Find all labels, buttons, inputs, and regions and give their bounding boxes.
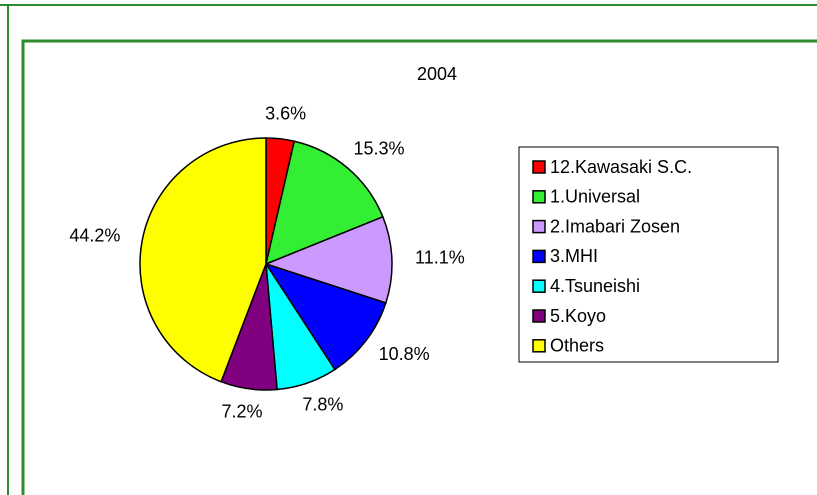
legend-label: 1.Universal <box>550 187 640 207</box>
legend-swatch <box>532 339 546 353</box>
legend-swatch <box>532 309 546 323</box>
legend-label: 3.MHI <box>550 246 598 266</box>
data-label: 15.3% <box>353 139 404 159</box>
pie-slice <box>139 137 267 383</box>
chart-title: 2004 <box>417 64 457 84</box>
legend-swatch <box>532 160 546 174</box>
legend-swatch <box>532 249 546 264</box>
legend-label: 5.Koyo <box>550 306 606 326</box>
legend-swatch <box>532 190 546 204</box>
legend-label: 4.Tsuneishi <box>550 276 640 296</box>
data-label: 10.8% <box>379 344 430 364</box>
legend-swatch <box>532 219 546 234</box>
data-label: 11.1% <box>415 248 465 268</box>
data-label: 44.2% <box>69 226 120 246</box>
legend-label: 12.Kawasaki S.C. <box>550 157 692 177</box>
data-label: 3.6% <box>265 104 306 124</box>
pie-slice <box>264 262 387 371</box>
legend-box <box>518 146 779 363</box>
data-label: 7.8% <box>302 395 343 415</box>
outer-frame <box>0 4 817 495</box>
data-label: 7.2% <box>222 401 263 421</box>
legend-label: Others <box>550 336 604 356</box>
pie-slice <box>263 215 393 304</box>
chart-frame <box>21 39 817 495</box>
legend-swatch <box>532 279 546 293</box>
legend-label: 2.Imabari Zosen <box>550 216 680 236</box>
pie-slice <box>264 140 384 266</box>
